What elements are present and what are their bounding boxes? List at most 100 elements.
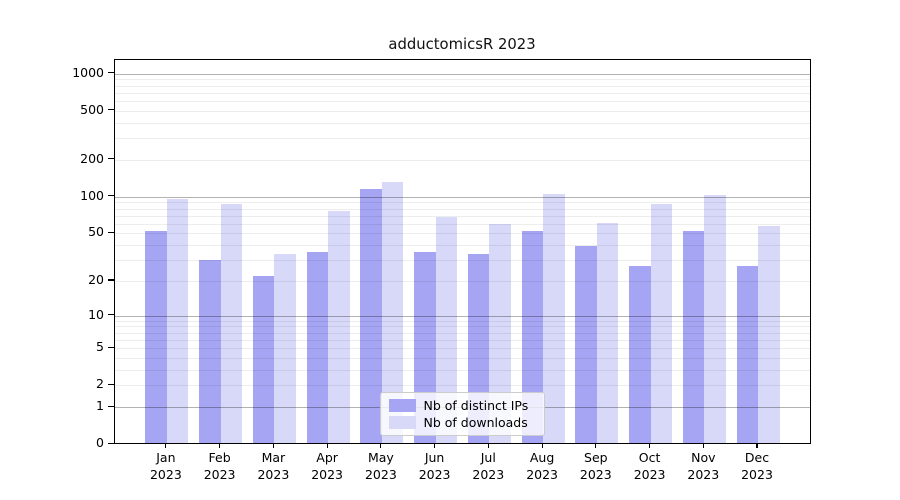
gridline-900 (114, 79, 810, 81)
y-tick-mark-1 (108, 405, 114, 407)
y-tick-mark-2 (108, 383, 114, 385)
y-tick-label-2: 2 (96, 376, 104, 392)
bar-downloads-may (381, 182, 404, 443)
y-tick-label-200: 200 (80, 150, 104, 166)
gridline-5 (114, 348, 810, 350)
bar-ips-nov (682, 231, 705, 443)
bar-ips-aug (521, 231, 544, 443)
x-tick-mark-apr (326, 444, 328, 449)
gridline-80 (114, 208, 810, 210)
gridline-200 (114, 159, 810, 161)
plot-area: Nb of distinct IPs Nb of downloads (113, 59, 811, 444)
bar-downloads-mar (274, 253, 296, 443)
x-tick-year: 2023 (203, 466, 236, 482)
y-tick-label-5: 5 (96, 339, 104, 355)
x-tick-label-sep: Sep 2023 (564, 450, 628, 483)
gridline-9 (114, 320, 810, 322)
gridline-40 (114, 245, 810, 247)
gridline-500 (114, 110, 810, 112)
x-tick-month: Oct (638, 450, 661, 465)
legend-swatch-distinct-ips (388, 399, 416, 413)
y-tick-label-100: 100 (80, 187, 104, 203)
x-tick-label-aug: Aug 2023 (510, 450, 574, 483)
x-tick-year: 2023 (741, 466, 773, 482)
bar-ips-jan (145, 231, 167, 443)
y-tick-label-1000: 1000 (72, 64, 104, 80)
x-tick-month: Sep (584, 450, 608, 465)
y-tick-mark-50 (108, 231, 114, 233)
x-tick-label-jul: Jul 2023 (456, 450, 520, 483)
x-tick-year: 2023 (418, 466, 451, 482)
legend: Nb of distinct IPs Nb of downloads (379, 392, 545, 437)
bar-downloads-jul (489, 223, 511, 443)
bar-ips-oct (629, 265, 651, 443)
x-tick-year: 2023 (579, 466, 612, 482)
gridline-6 (114, 339, 810, 341)
x-tick-label-dec: Dec 2023 (725, 450, 789, 483)
bar-downloads-jan (166, 199, 189, 443)
bar-downloads-nov (704, 195, 726, 443)
y-tick-mark-10 (108, 314, 114, 316)
x-tick-mark-jan (165, 444, 167, 449)
bar-ips-mar (252, 276, 275, 443)
bar-downloads-apr (328, 210, 350, 443)
x-tick-mark-sep (595, 444, 597, 449)
x-tick-mark-nov (702, 444, 704, 449)
bar-ips-feb (199, 260, 221, 443)
legend-label-downloads: Nb of downloads (423, 415, 528, 431)
gridline-2 (114, 385, 810, 387)
x-tick-label-jan: Jan 2023 (134, 450, 198, 483)
x-tick-month: Nov (691, 450, 716, 465)
x-tick-label-feb: Feb 2023 (188, 450, 252, 483)
y-tick-mark-200 (108, 158, 114, 160)
gridline-4 (114, 357, 810, 359)
x-tick-label-mar: Mar 2023 (241, 450, 305, 483)
x-tick-label-apr: Apr 2023 (295, 450, 359, 483)
x-tick-label-may: May 2023 (349, 450, 413, 483)
x-tick-mark-feb (219, 444, 221, 449)
gridline-10 (114, 315, 810, 317)
x-tick-month: Jul (480, 450, 496, 465)
y-tick-mark-1000 (108, 72, 114, 74)
y-tick-label-20: 20 (88, 272, 104, 287)
x-tick-year: 2023 (257, 466, 290, 482)
x-tick-label-nov: Nov 2023 (671, 450, 735, 483)
y-tick-mark-500 (108, 109, 114, 111)
x-tick-year: 2023 (149, 466, 182, 482)
gridline-600 (114, 101, 810, 103)
bar-downloads-sep (596, 222, 619, 443)
gridline-3 (114, 369, 810, 371)
bar-downloads-dec (758, 226, 780, 443)
y-tick-label-1: 1 (96, 398, 104, 414)
y-tick-mark-0 (108, 442, 114, 444)
gridline-300 (114, 138, 810, 140)
gridline-800 (114, 85, 810, 87)
bar-ips-apr (306, 252, 329, 443)
chart-title: adductomicsR 2023 (388, 36, 536, 53)
x-tick-month: Apr (316, 450, 338, 465)
gridline-7 (114, 332, 810, 334)
y-tick-mark-5 (108, 346, 114, 348)
bar-downloads-oct (650, 204, 673, 443)
y-tick-label-500: 500 (80, 101, 104, 117)
y-tick-label-0: 0 (96, 435, 104, 451)
x-tick-mark-oct (649, 444, 651, 449)
x-tick-month: Jan (156, 450, 176, 465)
x-tick-mark-aug (541, 444, 543, 449)
gridline-30 (114, 260, 810, 262)
y-tick-label-50: 50 (88, 224, 104, 240)
x-tick-mark-jul (487, 444, 489, 449)
x-tick-month: Feb (208, 450, 231, 465)
legend-entry-distinct-ips: Nb of distinct IPs (388, 397, 536, 414)
bar-downloads-feb (220, 204, 243, 443)
legend-label-distinct-ips: Nb of distinct IPs (423, 398, 529, 414)
gridline-20 (114, 280, 810, 282)
y-tick-mark-100 (108, 195, 114, 197)
x-tick-mark-may (380, 444, 382, 449)
gridline-100 (114, 196, 810, 198)
x-tick-month: Aug (529, 450, 555, 465)
bar-ips-sep (575, 246, 597, 443)
x-tick-label-oct: Oct 2023 (618, 450, 682, 483)
bar-downloads-jun (435, 217, 458, 443)
